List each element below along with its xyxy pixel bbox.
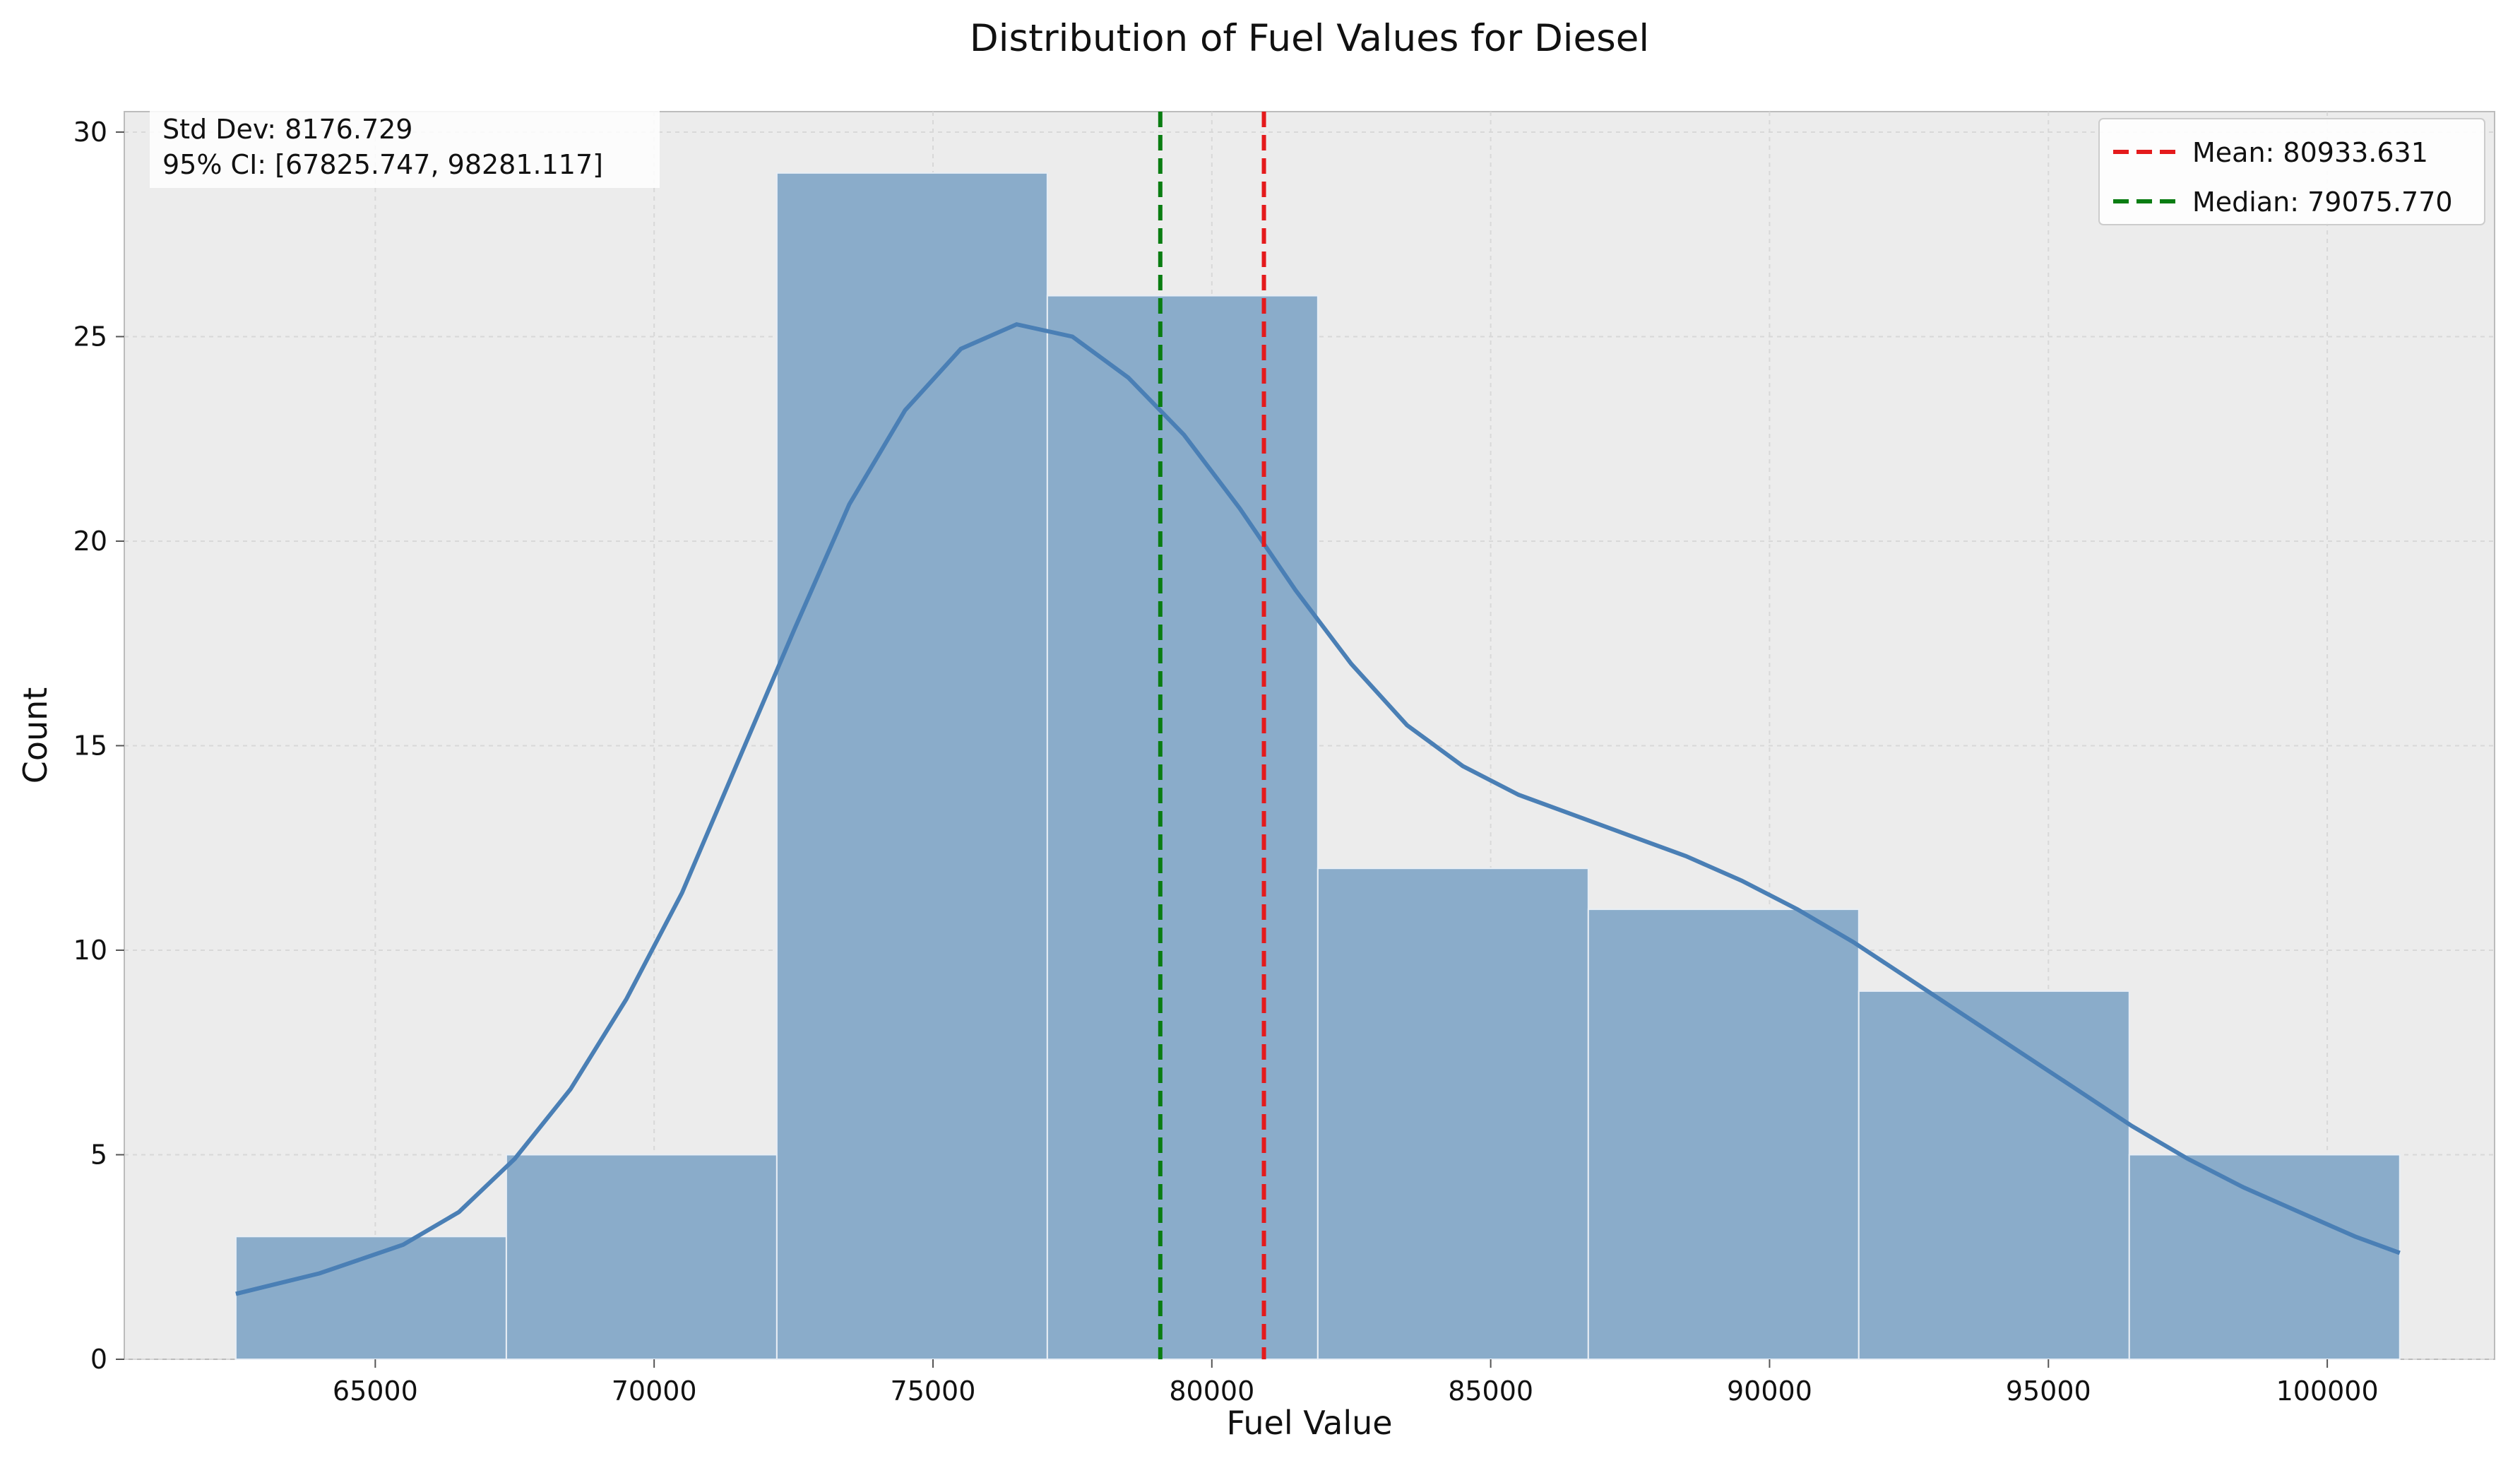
legend-median-label: Median: 79075.770 (2192, 187, 2453, 218)
x-tick-label-0: 65000 (333, 1376, 418, 1407)
x-tick-label-6: 95000 (2006, 1376, 2091, 1407)
x-axis-ticks: 65000 70000 75000 80000 85000 90000 95000 10000… (333, 1359, 2379, 1407)
kde-curve (235, 321, 2401, 1296)
y-tick-label-1: 5 (90, 1139, 107, 1170)
histogram-bar-7 (2128, 1154, 2401, 1361)
x-tick-label-7: 100000 (2276, 1376, 2379, 1407)
stats-box-background (150, 105, 660, 188)
y-tick-label-3: 15 (73, 730, 107, 761)
y-axis-label: Count (16, 687, 54, 784)
histogram-bar-3 (1046, 295, 1319, 1360)
histogram-bar-4 (1317, 868, 1589, 1360)
stats-std-dev: Std Dev: 8176.729 (162, 114, 412, 145)
legend-frame (2098, 118, 2485, 225)
x-tick-label-2: 75000 (891, 1376, 976, 1407)
x-tick-label-1: 70000 (612, 1376, 697, 1407)
x-tick-label-3: 80000 (1169, 1376, 1254, 1407)
legend: Mean: 80933.631 Median: 79075.770 (2098, 118, 2485, 225)
histogram-bar-1 (505, 1154, 778, 1361)
stats-confidence-interval: 95% CI: [67825.747, 98281.117] (162, 149, 603, 180)
x-tick-label-4: 85000 (1448, 1376, 1533, 1407)
stats-box: Std Dev: 8176.729 95% CI: [67825.747, 98… (150, 105, 660, 188)
histogram-bars (234, 172, 2401, 1361)
chart-title: Distribution of Fuel Values for Diesel (970, 17, 1649, 60)
y-tick-label-0: 0 (90, 1344, 107, 1375)
legend-mean-label: Mean: 80933.631 (2192, 137, 2428, 168)
histogram-bar-2 (775, 172, 1048, 1361)
y-tick-label-4: 20 (73, 526, 107, 557)
y-tick-label-2: 10 (73, 935, 107, 966)
x-axis-label: Fuel Value (1226, 1404, 1392, 1442)
y-tick-label-6: 30 (73, 117, 107, 148)
histogram-bar-5 (1587, 909, 1860, 1360)
histogram-bar-6 (1858, 990, 2130, 1360)
y-axis-ticks: 0 5 10 15 20 25 30 (73, 117, 124, 1375)
y-tick-label-5: 25 (73, 321, 107, 352)
x-tick-label-5: 90000 (1727, 1376, 1812, 1407)
